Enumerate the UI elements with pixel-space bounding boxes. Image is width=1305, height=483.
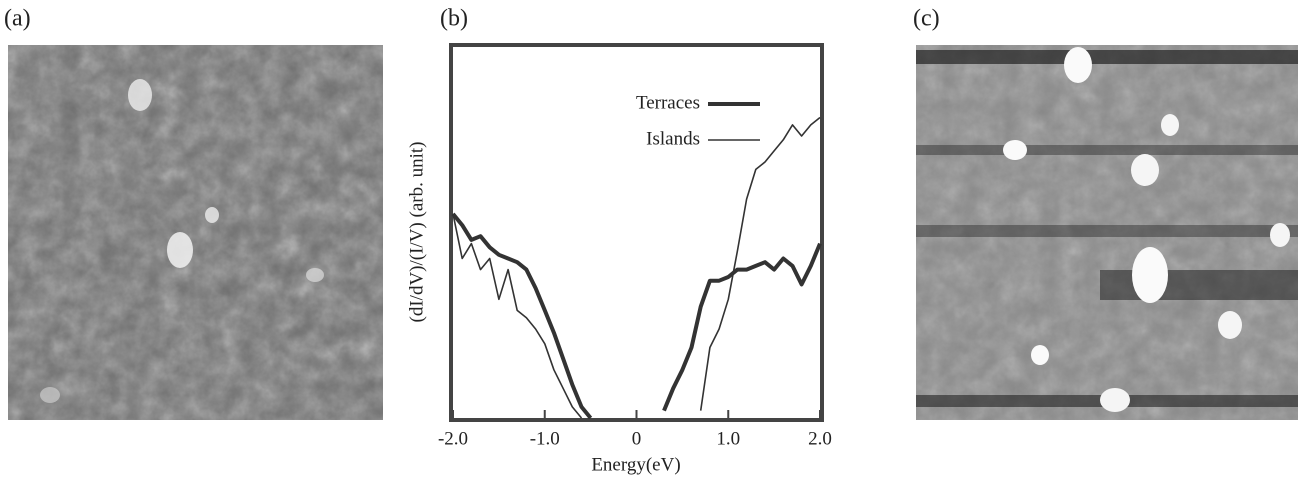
legend-label: Terraces xyxy=(636,92,700,113)
series-line xyxy=(451,212,822,420)
series-line xyxy=(452,116,821,419)
x-axis-label: Energy(eV) xyxy=(591,454,680,475)
panel-label: (a) xyxy=(4,6,31,32)
x-tick-label: 1.0 xyxy=(716,428,740,449)
panel-label: (b) xyxy=(440,6,468,32)
x-tick-label: 2.0 xyxy=(808,428,832,449)
stm-image-c xyxy=(916,45,1298,420)
y-axis-label: (dI/dV)/(I/V) (arb. unit) xyxy=(406,142,427,323)
panel-label: (c) xyxy=(913,6,940,32)
x-tick-label: -2.0 xyxy=(438,428,468,449)
stm-image-a xyxy=(8,45,383,420)
x-tick-label: 0 xyxy=(632,428,642,449)
plot-frame xyxy=(449,43,824,422)
legend-label: Islands xyxy=(646,128,700,149)
x-tick-label: -1.0 xyxy=(530,428,560,449)
